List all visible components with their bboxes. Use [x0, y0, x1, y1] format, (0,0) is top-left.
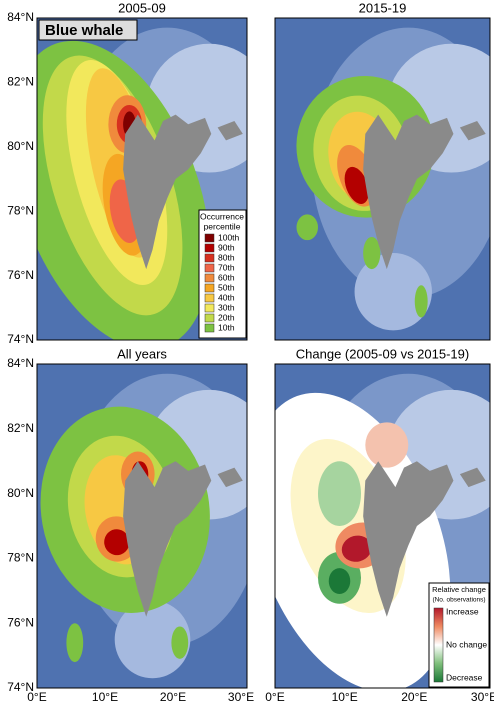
lat-label: 76°N [7, 268, 34, 282]
density [363, 236, 381, 270]
map-body [275, 364, 490, 688]
lon-label: 20°E [401, 690, 427, 704]
lat-label: 82°N [7, 421, 34, 435]
legend-label: 90th [218, 242, 235, 252]
legend-label: 50th [218, 282, 235, 292]
island [217, 467, 243, 488]
lat-label: 74°N [7, 332, 34, 346]
density [296, 214, 318, 241]
density [414, 285, 428, 318]
legend-title: percentile [204, 221, 241, 231]
panel-title: All years [117, 346, 167, 361]
svalbard [363, 461, 454, 617]
island [459, 467, 486, 488]
legend-label: Increase [446, 606, 479, 616]
legend-label: Decrease [446, 672, 483, 682]
svalbard [363, 114, 454, 270]
legend-swatch [204, 293, 215, 303]
panel-title: 2005-09 [118, 0, 166, 15]
lat-label: 76°N [7, 615, 34, 629]
lon-label: 10°E [332, 690, 358, 704]
map-panel [36, 363, 248, 689]
panel-frame [274, 363, 491, 689]
density [66, 623, 84, 663]
lat-label: 80°N [7, 139, 34, 153]
legend-swatch [204, 253, 215, 263]
legend-swatch [204, 263, 215, 273]
species-label: Blue whale [45, 22, 123, 39]
lon-label: 20°E [160, 690, 186, 704]
panel-frame [36, 363, 248, 689]
density [171, 626, 189, 659]
density [341, 535, 372, 562]
legend-swatch [204, 273, 215, 283]
density [344, 166, 369, 204]
lat-label: 84°N [7, 356, 34, 370]
legend-label: 10th [218, 322, 235, 332]
legend-swatch [204, 303, 215, 313]
legend-label: 70th [218, 262, 235, 272]
legend-swatch [204, 243, 215, 253]
legend-swatch [204, 313, 215, 323]
density [328, 568, 351, 595]
legend-title: Relative change [432, 585, 486, 594]
legend-swatch [204, 233, 215, 243]
island [459, 121, 486, 141]
lon-label: 30°E [228, 690, 254, 704]
panel-frame [274, 17, 491, 341]
map-panel [274, 17, 491, 341]
panel-title: Change (2005-09 vs 2015-19) [296, 346, 469, 361]
density [318, 461, 361, 526]
gradient-bar [433, 607, 444, 683]
lat-label: 78°N [7, 551, 34, 565]
map-body [275, 18, 490, 340]
legend-label: No change [446, 639, 487, 649]
svalbard [123, 114, 212, 270]
lon-label: 0°E [27, 690, 46, 704]
map-panel [274, 363, 491, 689]
occurrence-legend: Occurrencepercentile100th90th80th70th60t… [198, 209, 247, 339]
panel-frame [36, 17, 248, 341]
change-legend: Relative change (No. observations) Increas… [428, 582, 490, 688]
shallow [114, 600, 191, 679]
legend-label: 60th [218, 272, 235, 282]
lat-label: 78°N [7, 203, 34, 217]
lat-label: 74°N [7, 680, 34, 694]
lat-label: 82°N [7, 75, 34, 89]
legend-label: 40th [218, 292, 235, 302]
island [217, 121, 243, 141]
lon-label: 10°E [92, 690, 118, 704]
lat-label: 84°N [7, 10, 34, 24]
legend-title: Occurrence [200, 211, 244, 221]
species-box [38, 19, 138, 41]
density [365, 422, 409, 468]
lon-label: 0°E [265, 690, 284, 704]
legend-label: 30th [218, 302, 235, 312]
shallow [354, 253, 432, 331]
panel-title: 2015-19 [359, 0, 407, 15]
lat-label: 80°N [7, 486, 34, 500]
density [104, 529, 130, 556]
legend-subtitle: (No. observations) [432, 597, 485, 604]
legend-swatch [204, 283, 215, 293]
svalbard [123, 461, 212, 617]
map-body [37, 364, 247, 688]
legend-label: 100th [218, 232, 240, 242]
legend-swatch [204, 323, 215, 333]
legend-label: 20th [218, 312, 235, 322]
lon-label: 30°E [471, 690, 494, 704]
legend-label: 80th [218, 252, 235, 262]
